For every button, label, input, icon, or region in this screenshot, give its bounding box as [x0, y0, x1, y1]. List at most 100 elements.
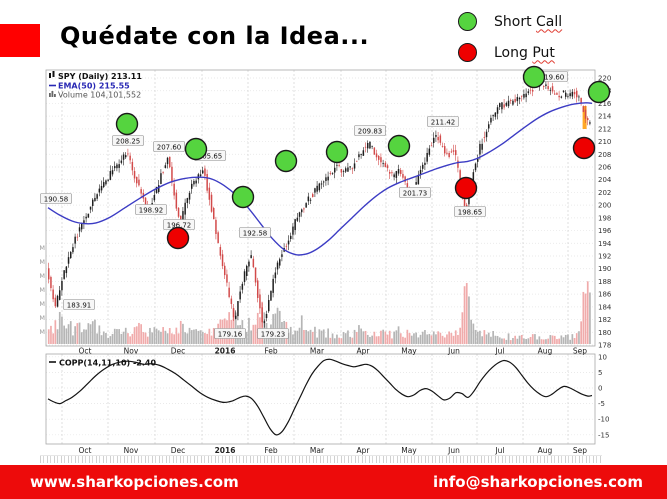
short-call-marker [184, 137, 208, 161]
svg-text:200: 200 [598, 202, 611, 210]
svg-text:5: 5 [598, 369, 602, 377]
last-candle-highlight [582, 106, 587, 129]
svg-text:184: 184 [598, 303, 612, 311]
svg-text:194: 194 [598, 240, 612, 248]
svg-text:-10: -10 [598, 416, 609, 424]
svg-text:216: 216 [598, 100, 612, 108]
svg-text:204: 204 [598, 176, 612, 184]
svg-text:2016: 2016 [215, 347, 236, 356]
legend-item-long-put: Long Put [450, 37, 562, 68]
svg-text:SPY (Daily) 213.11: SPY (Daily) 213.11 [58, 72, 142, 81]
footer-bar: www.sharkopciones.com info@sharkopciones… [0, 465, 667, 499]
svg-text:Feb: Feb [264, 446, 278, 455]
legend-item-short-call: Short Call [450, 6, 562, 37]
slide-title: Quédate con la Idea... [60, 22, 370, 50]
svg-text:219.60: 219.60 [540, 74, 565, 82]
svg-text:0: 0 [598, 385, 602, 393]
svg-text:192.58: 192.58 [243, 230, 268, 238]
svg-text:Mar: Mar [310, 446, 325, 455]
svg-text:-5: -5 [598, 400, 605, 408]
main-panel-border [45, 69, 596, 347]
svg-text:M: M [39, 244, 45, 252]
short-call-marker [231, 185, 255, 209]
svg-text:Aug: Aug [538, 347, 553, 356]
cropped-fine-print [40, 455, 602, 463]
short-call-marker [274, 149, 298, 173]
footer-email: info@sharkopciones.com [432, 473, 643, 491]
short-call-marker [587, 80, 611, 104]
svg-text:198: 198 [598, 214, 611, 222]
svg-text:196: 196 [598, 227, 612, 235]
price-callouts: 190.58 183.91 208.25 198.92 207.60 196.72 205.… [40, 71, 568, 339]
short-call-label: Short Call [494, 13, 563, 30]
svg-text:182: 182 [598, 316, 611, 324]
svg-text:Jun: Jun [447, 347, 460, 356]
axis-labels: 178 180 182 184 186 188 190 192 194 196 198 200 202 2… [39, 75, 612, 456]
svg-text:Sep: Sep [573, 446, 587, 455]
copp-line [47, 358, 593, 436]
svg-text:M: M [39, 300, 45, 308]
svg-text:198.92: 198.92 [139, 207, 164, 215]
svg-text:M: M [39, 258, 45, 266]
svg-text:192: 192 [598, 253, 611, 261]
long-put-marker [454, 176, 478, 200]
svg-text:188: 188 [598, 278, 611, 286]
svg-text:Jun: Jun [447, 446, 460, 455]
svg-text:214: 214 [598, 113, 612, 121]
svg-text:M: M [39, 314, 45, 322]
svg-text:Oct: Oct [79, 446, 92, 455]
svg-text:Dec: Dec [171, 347, 186, 356]
long-put-marker-icon [458, 43, 477, 62]
svg-text:Apr: Apr [357, 446, 371, 455]
svg-text:179.16: 179.16 [218, 331, 243, 339]
svg-text:Nov: Nov [124, 446, 139, 455]
svg-text:Jul: Jul [494, 446, 504, 455]
svg-text:211.42: 211.42 [431, 119, 456, 127]
svg-text:-15: -15 [598, 431, 609, 439]
svg-text:190.58: 190.58 [44, 196, 69, 204]
strategy-legend: Short Call Long Put [450, 6, 562, 68]
svg-text:220: 220 [598, 75, 611, 83]
svg-text:Sep: Sep [573, 347, 587, 356]
oscillator-panel-border [45, 353, 596, 445]
svg-text:COPP(14,11,10) -2.40: COPP(14,11,10) -2.40 [59, 359, 156, 368]
svg-text:Feb: Feb [264, 347, 278, 356]
long-put-marker [572, 136, 596, 160]
svg-text:M: M [39, 328, 45, 336]
strategy-markers [115, 65, 611, 250]
svg-text:180: 180 [598, 329, 611, 337]
svg-text:Mar: Mar [310, 347, 325, 356]
long-put-label: Long Put [494, 44, 555, 61]
volume-bars [47, 281, 591, 344]
svg-text:210: 210 [598, 138, 611, 146]
svg-text:May: May [401, 446, 417, 455]
svg-text:Oct: Oct [79, 347, 92, 356]
stock-chart: 178 180 182 184 186 188 190 192 194 196 198 200 202 2… [39, 65, 612, 456]
svg-text:Volume 104,101,552: Volume 104,101,552 [58, 91, 141, 100]
svg-text:178: 178 [598, 342, 611, 350]
title-accent-bar [0, 24, 40, 57]
svg-text:190: 190 [598, 265, 611, 273]
long-put-marker [166, 226, 190, 250]
svg-text:208.25: 208.25 [116, 138, 141, 146]
svg-text:M: M [39, 272, 45, 280]
svg-text:196.72: 196.72 [167, 222, 192, 230]
short-call-marker [522, 65, 546, 89]
svg-text:208: 208 [598, 151, 611, 159]
short-call-marker [387, 134, 411, 158]
svg-text:Apr: Apr [357, 347, 371, 356]
svg-text:Aug: Aug [538, 446, 553, 455]
oscillator-header: COPP(14,11,10) -2.40 [49, 359, 156, 368]
svg-text:Dec: Dec [171, 446, 186, 455]
svg-text:2016: 2016 [215, 446, 236, 455]
svg-text:EMA(50) 215.55: EMA(50) 215.55 [58, 82, 130, 91]
svg-text:202: 202 [598, 189, 611, 197]
svg-text:10: 10 [598, 353, 607, 361]
svg-text:209.83: 209.83 [358, 128, 383, 136]
ema-line [47, 102, 593, 256]
svg-text:179.23: 179.23 [261, 331, 286, 339]
svg-text:May: May [401, 347, 417, 356]
svg-text:186: 186 [598, 291, 612, 299]
